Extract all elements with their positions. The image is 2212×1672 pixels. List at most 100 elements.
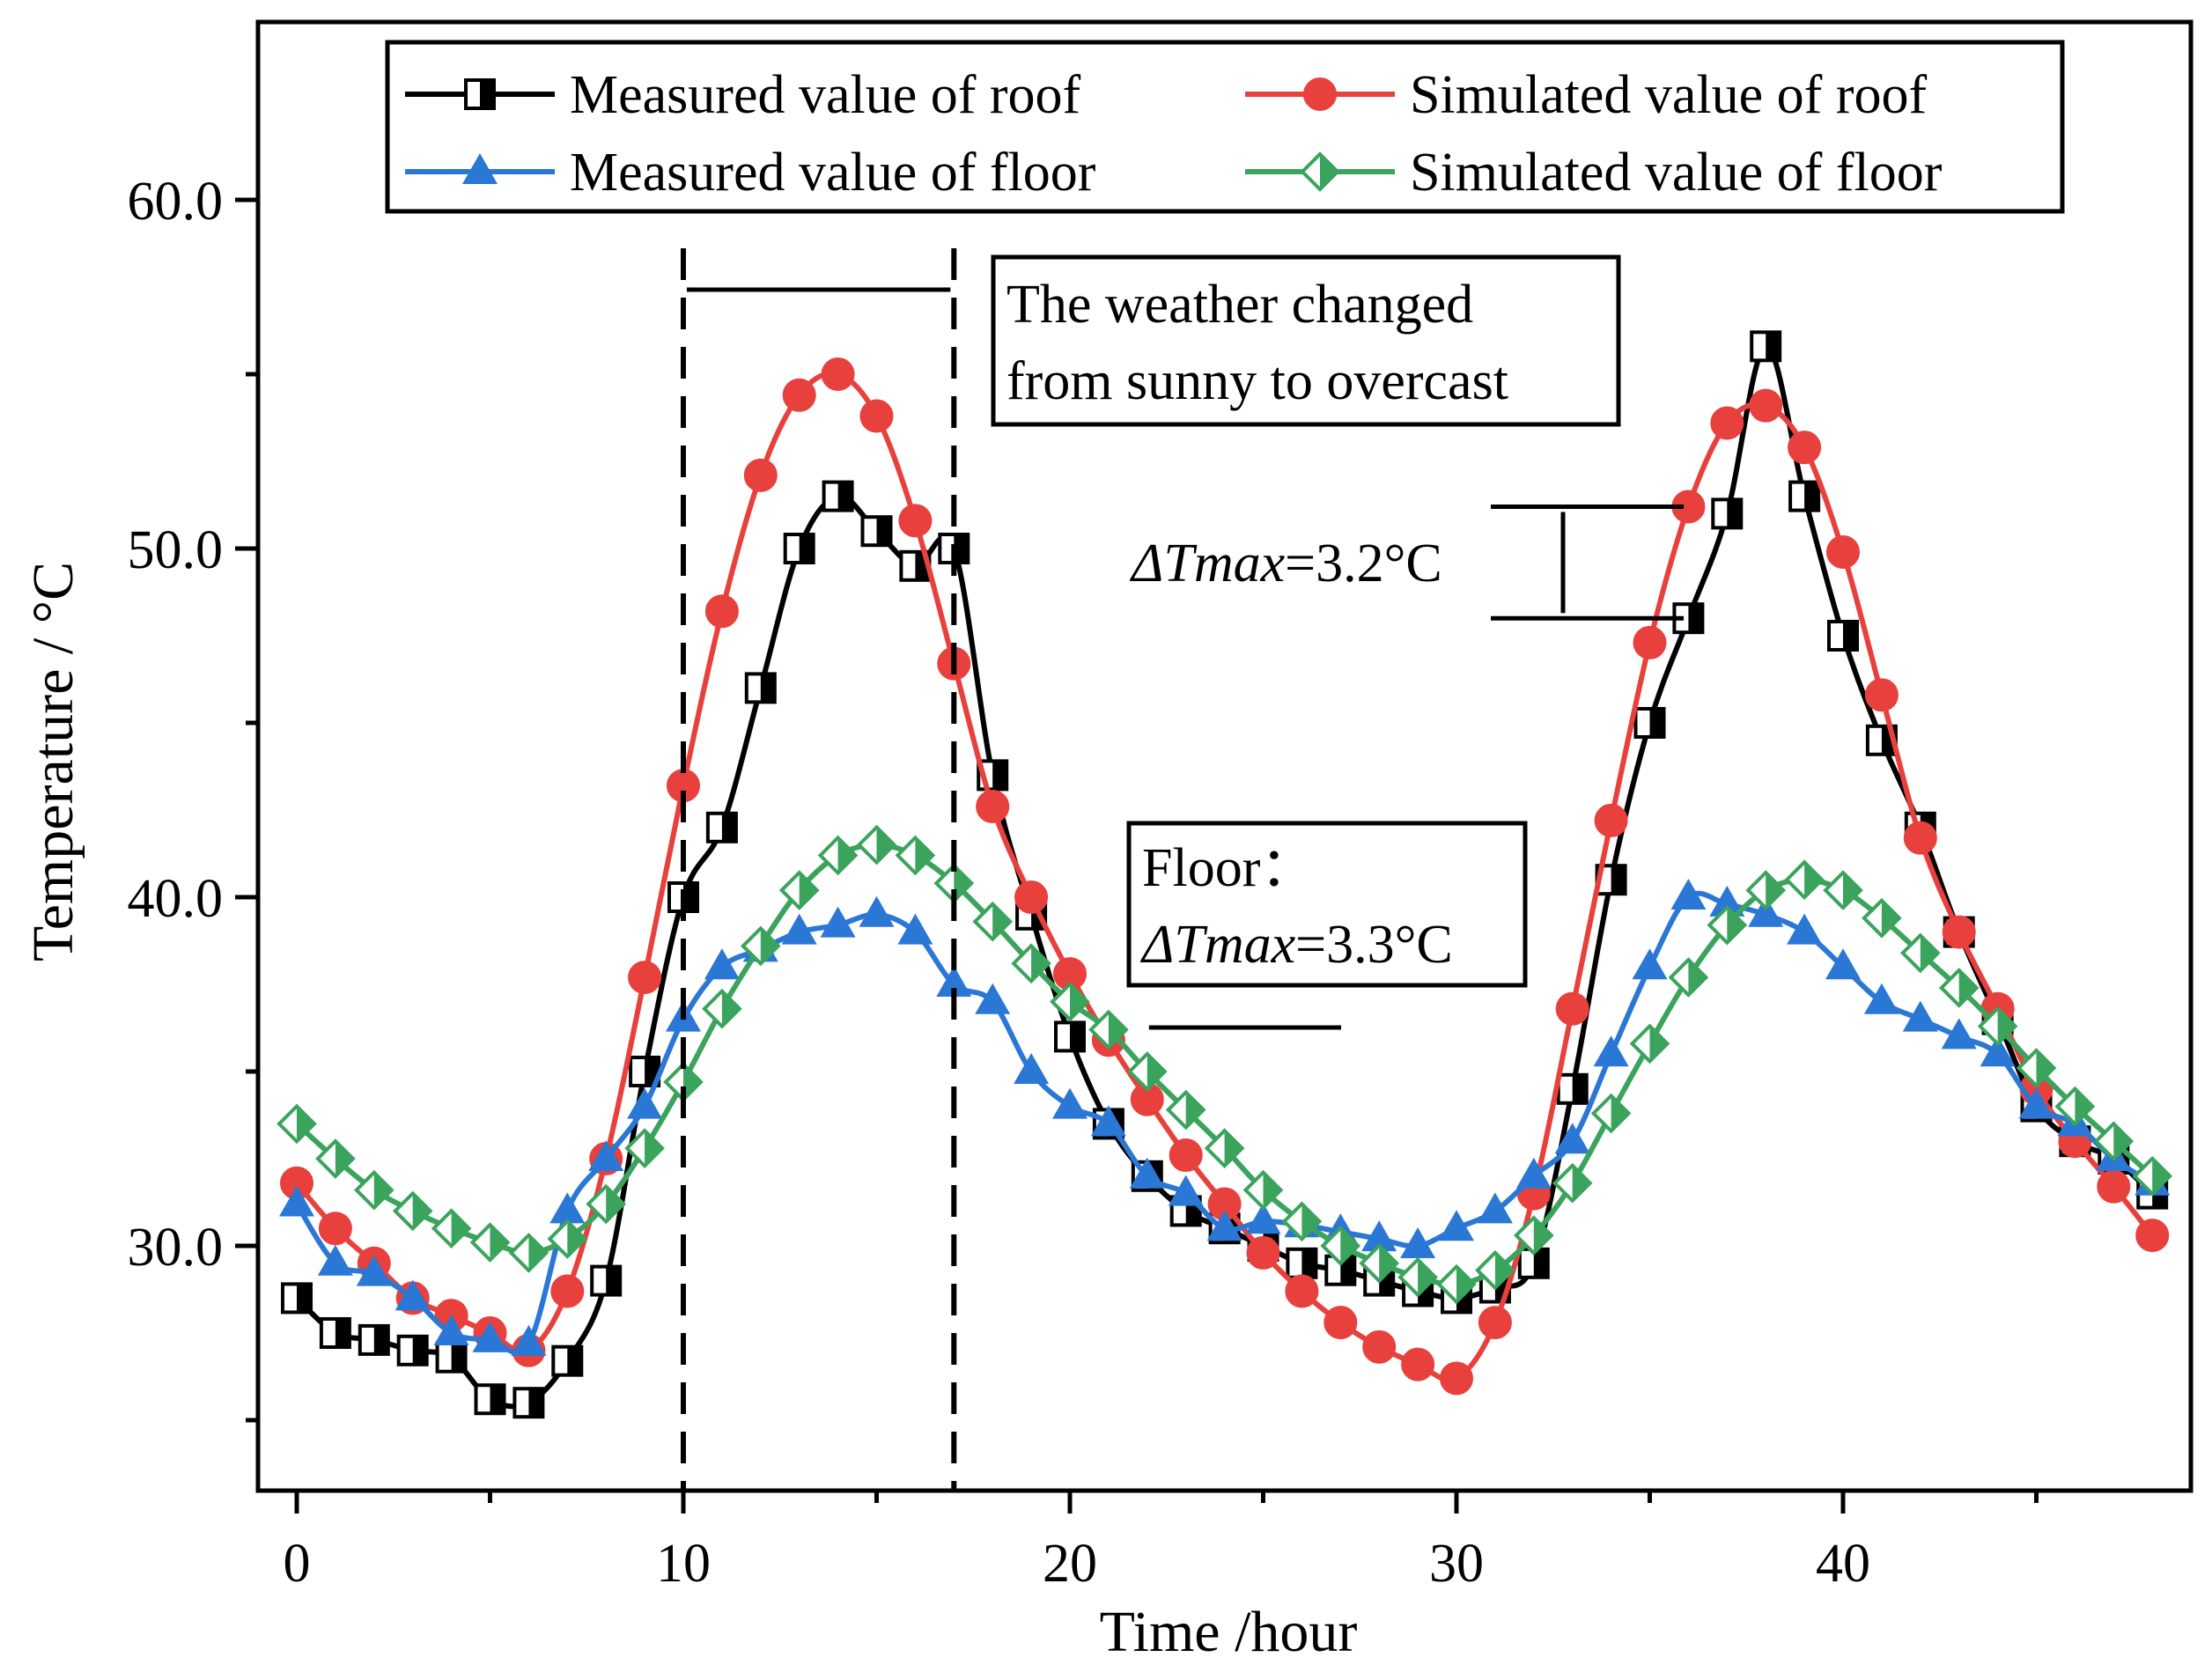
data-point-s3-24 [1204, 1128, 1245, 1168]
y-axis-title: Temperature / °C [21, 562, 85, 961]
data-point-s3-36-fill [1688, 960, 1707, 996]
data-point-s0-6 [512, 1387, 545, 1419]
x-tick-label: 10 [656, 1534, 711, 1594]
data-point-s3-3-fill [412, 1193, 431, 1229]
data-point-s3-46-fill [2075, 1088, 2093, 1124]
data-point-s0-2-fill [373, 1325, 388, 1354]
data-point-s1-27 [1324, 1306, 1358, 1340]
data-point-s3-17-fill [954, 865, 972, 902]
data-point-s0-35-fill [1649, 709, 1664, 737]
data-point-s0-37 [1711, 497, 1744, 530]
data-point-s3-5 [469, 1222, 511, 1263]
legend-marker-2 [462, 153, 498, 184]
data-point-s2-17 [936, 966, 972, 997]
data-point-s3-16 [895, 835, 936, 876]
data-point-s3-11 [702, 988, 742, 1029]
data-point-s1-25 [1246, 1235, 1280, 1270]
data-point-s2-30 [1439, 1210, 1474, 1241]
data-point-s0-1-fill [335, 1319, 350, 1347]
data-point-s3-47-fill [2113, 1123, 2132, 1160]
data-point-s2-32 [1515, 1157, 1552, 1189]
data-point-s3-44 [1977, 1005, 2018, 1047]
data-point-s0-40-fill [1843, 622, 1857, 650]
data-point-s2-5 [472, 1321, 508, 1352]
data-point-s2-21 [1090, 1105, 1126, 1137]
data-point-s3-19-fill [1031, 946, 1050, 982]
data-point-s0-2 [358, 1323, 390, 1356]
data-point-s3-28 [1359, 1242, 1400, 1284]
data-point-s0-5-fill [490, 1385, 505, 1414]
data-point-s1-15 [859, 399, 894, 433]
plot-frame [255, 19, 2194, 1493]
data-point-s3-9-fill [645, 1131, 663, 1167]
data-point-s3-39-fill [1804, 862, 1823, 898]
data-point-s3-29 [1397, 1256, 1438, 1298]
legend-entry-3: Simulated value of floor [1245, 143, 1943, 203]
data-point-s3-18-fill [992, 903, 1011, 939]
data-point-s0-36-fill [1688, 604, 1703, 633]
data-point-s0-20 [1054, 1020, 1086, 1053]
data-point-s0-3 [396, 1334, 429, 1366]
series-3 [276, 824, 2173, 1305]
data-point-s0-17-fill [954, 534, 969, 563]
data-point-s2-39 [1787, 913, 1823, 945]
data-point-s3-31 [1475, 1249, 1515, 1291]
data-point-s0-15-fill [876, 517, 891, 546]
data-point-s3-48 [2132, 1155, 2173, 1197]
data-point-s3-26 [1281, 1201, 1323, 1242]
data-point-s3-7-fill [567, 1221, 586, 1257]
data-point-s0-32-fill [1533, 1248, 1548, 1278]
data-point-s0-37-fill [1727, 499, 1742, 528]
data-point-s0-27 [1324, 1254, 1357, 1286]
legend-entry-0: Measured value of roof [405, 65, 1081, 125]
data-point-s2-18 [975, 983, 1011, 1014]
data-point-s3-15-fill [876, 827, 895, 863]
data-point-s2-28 [1361, 1220, 1397, 1252]
data-point-s3-40 [1823, 870, 1863, 910]
data-point-s3-36 [1668, 957, 1709, 998]
data-point-s3-23-fill [1185, 1092, 1204, 1128]
data-point-s3-14 [817, 835, 859, 876]
data-point-s2-33 [1554, 1123, 1590, 1154]
data-point-s0-14 [822, 480, 854, 512]
floor-delta-value: =3.3°C [1295, 915, 1453, 975]
data-point-s3-23 [1165, 1089, 1206, 1131]
data-point-s3-11-fill [721, 991, 740, 1027]
data-point-s3-6 [508, 1233, 549, 1273]
data-point-s0-4 [435, 1341, 468, 1374]
x-tick-label: 0 [284, 1534, 311, 1594]
data-point-s2-19 [1014, 1053, 1050, 1084]
y-tick-label: 40.0 [128, 869, 224, 929]
data-point-s3-27-fill [1340, 1228, 1359, 1263]
annotation-layer: The weather changed from sunny to overcas… [681, 248, 1684, 1491]
roof-delta-value: =3.2°C [1285, 534, 1442, 593]
x-tick-label: 40 [1816, 1534, 1870, 1594]
data-point-s2-35 [1632, 948, 1668, 980]
data-point-s3-45 [2016, 1048, 2057, 1088]
data-point-s3-26-fill [1301, 1204, 1320, 1240]
data-point-s0-10-fill [683, 883, 697, 911]
data-point-s1-13 [782, 378, 816, 412]
data-point-s2-29 [1400, 1227, 1436, 1258]
data-point-s1-31 [1478, 1306, 1512, 1340]
data-point-s3-22-fill [1147, 1054, 1165, 1089]
weather-note-line1: The weather changed [1006, 275, 1473, 335]
data-point-s3-1 [315, 1138, 356, 1179]
data-point-s0-35 [1633, 707, 1666, 739]
data-point-s3-14-fill [837, 837, 856, 873]
data-point-s3-2-fill [373, 1172, 392, 1208]
data-point-s3-25 [1242, 1169, 1284, 1211]
data-point-s1-28 [1362, 1329, 1397, 1364]
data-point-s0-36 [1672, 602, 1705, 635]
data-point-s3-6-fill [528, 1234, 547, 1271]
data-point-s3-37 [1707, 904, 1748, 946]
data-point-s3-0 [276, 1103, 317, 1145]
data-point-s2-7 [549, 1192, 586, 1224]
data-point-s3-24-fill [1224, 1131, 1242, 1167]
data-point-s3-9 [624, 1128, 665, 1168]
legend-label-2: Measured value of floor [570, 143, 1096, 203]
floor-delta-symbol: ΔTmax [1139, 915, 1296, 975]
data-point-s1-42 [1903, 821, 1937, 855]
data-point-s3-20 [1050, 981, 1090, 1022]
data-point-s3-12-fill [760, 928, 778, 964]
